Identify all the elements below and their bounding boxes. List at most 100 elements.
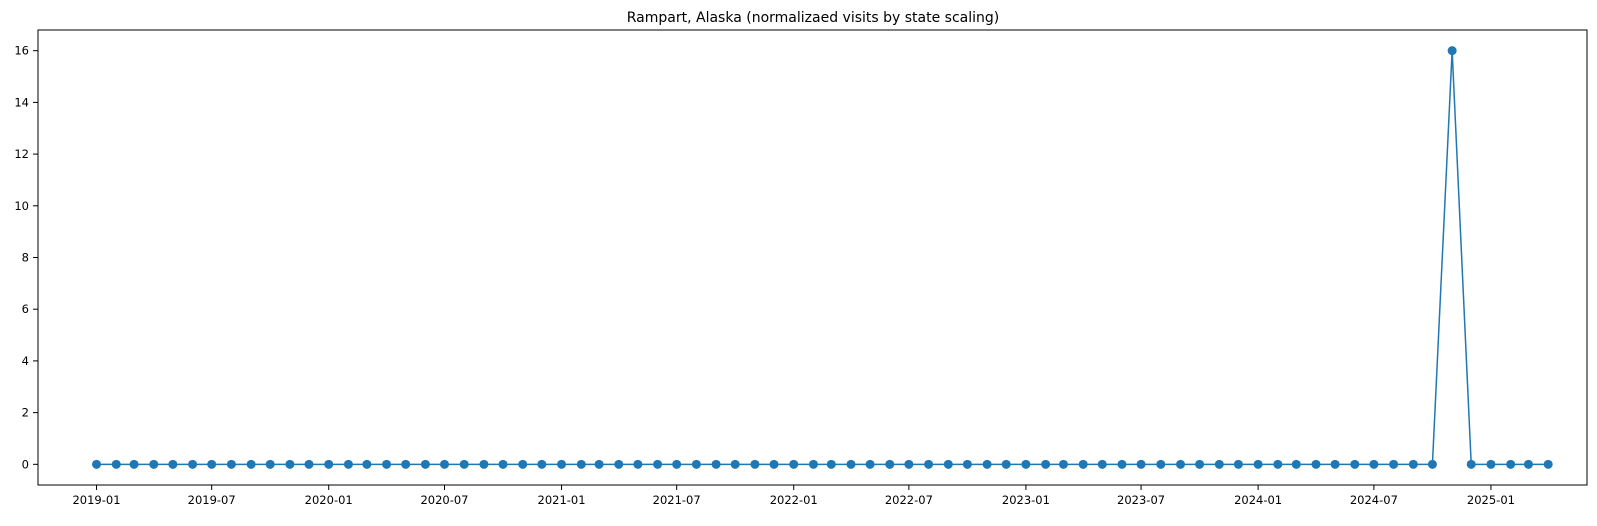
data-point: [750, 460, 759, 469]
data-point: [1059, 460, 1068, 469]
data-point: [614, 460, 623, 469]
data-point: [633, 460, 642, 469]
data-point: [712, 460, 721, 469]
data-point: [1098, 460, 1107, 469]
data-point: [1428, 460, 1437, 469]
data-point: [479, 460, 488, 469]
data-point: [324, 460, 333, 469]
data-point: [1156, 460, 1165, 469]
data-point: [1312, 460, 1321, 469]
data-point: [1448, 46, 1457, 55]
y-tick-label: 14: [14, 95, 29, 109]
data-point: [1486, 460, 1495, 469]
data-point: [421, 460, 430, 469]
x-tick-label: 2025-01: [1467, 493, 1515, 507]
data-point: [1369, 460, 1378, 469]
data-point: [401, 460, 410, 469]
x-tick-label: 2022-07: [885, 493, 933, 507]
data-point: [1021, 460, 1030, 469]
y-tick-label: 4: [22, 354, 29, 368]
data-point: [1506, 460, 1515, 469]
data-point: [809, 460, 818, 469]
data-point: [1254, 460, 1263, 469]
data-point: [227, 460, 236, 469]
x-tick-label: 2023-07: [1117, 493, 1165, 507]
x-tick-label: 2020-07: [420, 493, 468, 507]
data-point: [112, 460, 121, 469]
data-point: [1409, 460, 1418, 469]
data-point: [557, 460, 566, 469]
data-point: [207, 460, 216, 469]
x-tick-label: 2019-01: [72, 493, 120, 507]
data-point: [885, 460, 894, 469]
data-point: [1079, 460, 1088, 469]
y-tick-label: 2: [22, 406, 29, 420]
y-tick-label: 6: [22, 302, 29, 316]
data-point: [1467, 460, 1476, 469]
x-axis: 2019-01 2019-07 2020-01 2020-07 2021-01 2021-…: [72, 485, 1514, 507]
data-point: [1331, 460, 1340, 469]
x-tick-label: 2020-01: [305, 493, 353, 507]
data-point: [266, 460, 275, 469]
chart-title: Rampart, Alaska (normalizaed visits by s…: [627, 10, 999, 26]
data-point: [305, 460, 314, 469]
series-layer: [92, 46, 1553, 469]
data-point: [168, 460, 177, 469]
data-point: [518, 460, 527, 469]
data-point: [344, 460, 353, 469]
y-axis: 0 2 4 6 8 10 12 14 16: [14, 44, 38, 472]
data-point: [1195, 460, 1204, 469]
data-point: [1117, 460, 1126, 469]
data-point: [1215, 460, 1224, 469]
data-point: [188, 460, 197, 469]
data-point: [866, 460, 875, 469]
data-point: [846, 460, 855, 469]
x-tick-label: 2022-01: [770, 493, 818, 507]
data-point: [1350, 460, 1359, 469]
data-point: [1524, 460, 1533, 469]
data-point: [362, 460, 371, 469]
data-point: [285, 460, 294, 469]
x-tick-label: 2023-01: [1002, 493, 1050, 507]
data-point: [130, 460, 139, 469]
y-tick-label: 10: [14, 199, 29, 213]
y-tick-label: 0: [22, 457, 29, 471]
y-tick-label: 12: [14, 147, 29, 161]
data-point: [440, 460, 449, 469]
data-point: [595, 460, 604, 469]
plot-area: 0 2 4 6 8 10 12 14 16 2019-01 2019-07 2020-01 2020-…: [14, 30, 1587, 507]
data-point: [1176, 460, 1185, 469]
data-point: [1273, 460, 1282, 469]
x-tick-label: 2021-07: [653, 493, 701, 507]
data-point: [149, 460, 158, 469]
data-point: [1041, 460, 1050, 469]
x-tick-label: 2024-07: [1350, 493, 1398, 507]
data-point: [1292, 460, 1301, 469]
x-tick-label: 2024-01: [1234, 493, 1282, 507]
x-tick-label: 2021-01: [538, 493, 586, 507]
data-point: [247, 460, 256, 469]
axes-frame: [38, 30, 1587, 485]
data-point: [924, 460, 933, 469]
data-point: [731, 460, 740, 469]
data-point: [460, 460, 469, 469]
data-point: [92, 460, 101, 469]
data-point: [382, 460, 391, 469]
series-line: [97, 51, 1549, 465]
data-point: [1389, 460, 1398, 469]
data-point: [789, 460, 798, 469]
data-point: [499, 460, 508, 469]
data-point: [904, 460, 913, 469]
data-point: [770, 460, 779, 469]
data-point: [983, 460, 992, 469]
data-point: [653, 460, 662, 469]
data-point: [577, 460, 586, 469]
data-point: [1002, 460, 1011, 469]
y-tick-label: 8: [22, 251, 29, 265]
data-point: [963, 460, 972, 469]
data-point: [944, 460, 953, 469]
y-tick-label: 16: [14, 44, 29, 58]
data-point: [1544, 460, 1553, 469]
data-point: [537, 460, 546, 469]
